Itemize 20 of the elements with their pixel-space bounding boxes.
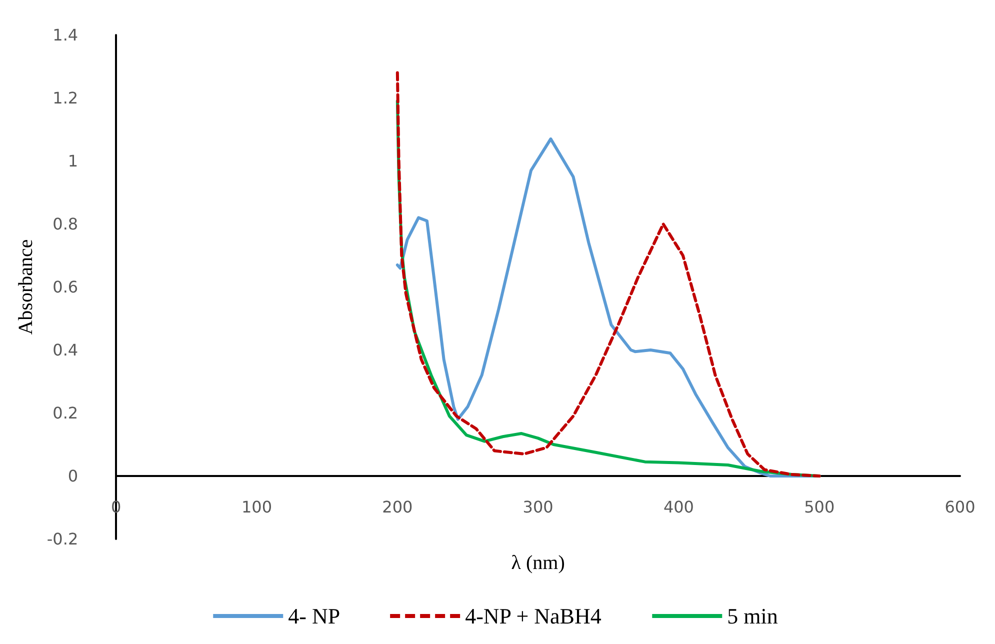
y-tick-label: 0.6 (52, 278, 78, 296)
legend-label: 5 min (727, 604, 778, 628)
y-tick-label: -0.2 (46, 530, 78, 548)
x-tick-label: 600 (944, 498, 976, 516)
x-tick-label: 400 (663, 498, 694, 516)
y-tick-label: 0 (68, 466, 78, 486)
x-tick-label: 500 (804, 498, 835, 516)
x-tick-label: 300 (522, 498, 554, 516)
y-tick-label: 0.8 (52, 214, 78, 234)
y-tick-label: 1.4 (52, 26, 78, 44)
legend-label: 4-NP + NaBH4 (465, 604, 602, 628)
y-tick-label: 0.2 (52, 404, 78, 422)
x-tick-label: 100 (241, 498, 272, 516)
y-axis-title: Absorbance (15, 239, 37, 335)
x-tick-label: 200 (382, 498, 413, 516)
legend-label: 4- NP (288, 604, 340, 628)
y-tick-label: 0.4 (52, 340, 78, 360)
x-axis-title: λ (nm) (511, 552, 565, 574)
y-tick-label: 1 (68, 152, 78, 170)
y-tick-label: 1.2 (52, 88, 78, 108)
